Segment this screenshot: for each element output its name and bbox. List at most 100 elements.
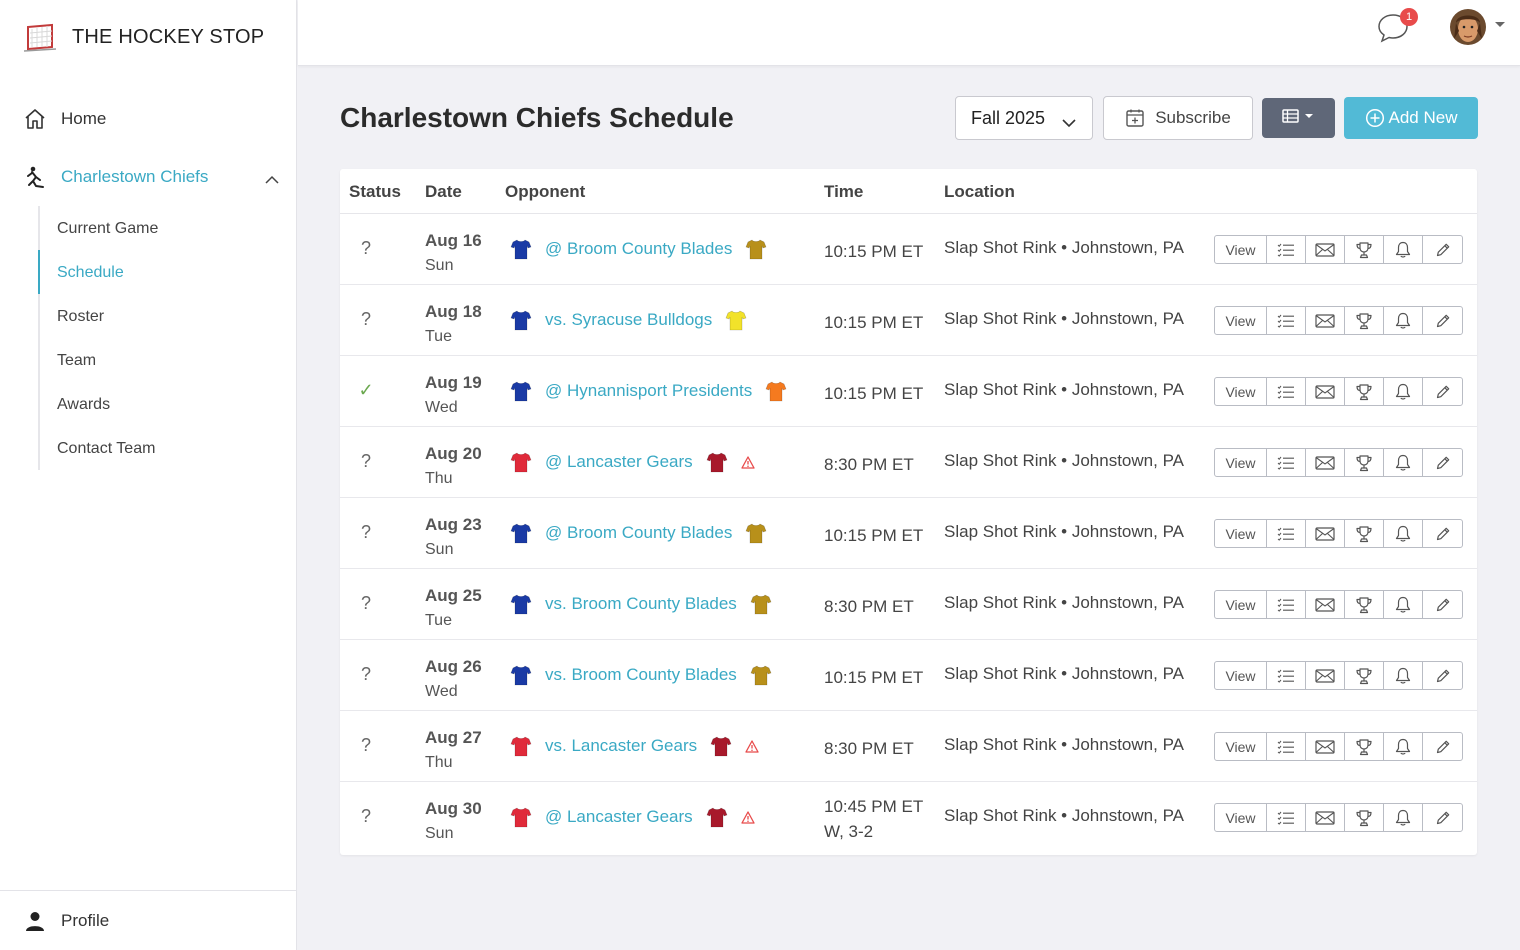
opponent-link[interactable]: @ Broom County Blades	[545, 523, 733, 542]
brand[interactable]: THE HOCKEY STOP	[22, 20, 264, 54]
sidebar-item-current-game[interactable]: Current Game	[57, 220, 159, 237]
sidebar-item-awards[interactable]: Awards	[57, 396, 111, 413]
reminder-button[interactable]	[1384, 591, 1423, 618]
reminder-button[interactable]	[1384, 236, 1423, 263]
view-button[interactable]: View	[1215, 591, 1267, 618]
sidebar-item-schedule[interactable]: Schedule	[57, 264, 124, 281]
subscribe-button[interactable]: Subscribe	[1103, 96, 1253, 140]
opponent-link[interactable]: @ Hynannisport Presidents	[545, 381, 753, 400]
edit-button[interactable]	[1423, 378, 1462, 405]
awards-button[interactable]	[1345, 591, 1384, 618]
edit-button[interactable]	[1423, 307, 1462, 334]
awards-button[interactable]	[1345, 378, 1384, 405]
game-time: 10:15 PM ET	[824, 241, 924, 261]
sidebar-item-team[interactable]: Charlestown Chiefs	[22, 164, 280, 190]
reminder-button[interactable]	[1384, 662, 1423, 689]
reminder-button[interactable]	[1384, 378, 1423, 405]
edit-button[interactable]	[1423, 236, 1462, 263]
edit-button[interactable]	[1423, 662, 1462, 689]
edit-button[interactable]	[1423, 804, 1462, 831]
column-header-opponent[interactable]: Opponent	[505, 182, 586, 201]
reminder-button[interactable]	[1384, 733, 1423, 760]
email-button[interactable]	[1306, 733, 1345, 760]
sidebar-item-roster[interactable]: Roster	[57, 308, 105, 325]
awards-button[interactable]	[1345, 804, 1384, 831]
view-button[interactable]: View	[1215, 449, 1267, 476]
edit-button[interactable]	[1423, 591, 1462, 618]
chat-button[interactable]: 1	[1376, 8, 1418, 44]
account-menu-caret[interactable]	[1495, 22, 1505, 27]
avatar[interactable]	[1450, 9, 1486, 45]
lineup-button[interactable]	[1267, 662, 1306, 689]
email-button[interactable]	[1306, 804, 1345, 831]
lineup-button[interactable]	[1267, 733, 1306, 760]
email-button[interactable]	[1306, 591, 1345, 618]
sidebar-item-contact-team[interactable]: Contact Team	[57, 440, 156, 457]
awards-button[interactable]	[1345, 449, 1384, 476]
add-new-button[interactable]: Add New	[1344, 97, 1478, 139]
reminder-button[interactable]	[1384, 449, 1423, 476]
date-cell: Aug 30 Sun	[425, 796, 482, 846]
reminder-button[interactable]	[1384, 307, 1423, 334]
trophy-icon	[1355, 241, 1373, 259]
email-button[interactable]	[1306, 520, 1345, 547]
lineup-button[interactable]	[1267, 804, 1306, 831]
game-time: 10:15 PM ET	[824, 525, 924, 545]
column-header-status[interactable]: Status	[349, 182, 401, 201]
email-button[interactable]	[1306, 662, 1345, 689]
view-button[interactable]: View	[1215, 520, 1267, 547]
opponent-link[interactable]: @ Lancaster Gears	[545, 452, 693, 471]
view-button[interactable]: View	[1215, 236, 1267, 263]
awards-button[interactable]	[1345, 307, 1384, 334]
lineup-button[interactable]	[1267, 591, 1306, 618]
lineup-button[interactable]	[1267, 449, 1306, 476]
opponent-link[interactable]: @ Broom County Blades	[545, 239, 733, 258]
lineup-button[interactable]	[1267, 520, 1306, 547]
warning-icon[interactable]	[741, 455, 755, 469]
awards-button[interactable]	[1345, 733, 1384, 760]
edit-button[interactable]	[1423, 520, 1462, 547]
trophy-icon	[1355, 312, 1373, 330]
reminder-button[interactable]	[1384, 520, 1423, 547]
season-select[interactable]: Fall 2025	[955, 96, 1093, 140]
warning-icon[interactable]	[745, 739, 759, 753]
game-day: Thu	[425, 470, 453, 487]
view-button[interactable]: View	[1215, 378, 1267, 405]
awards-button[interactable]	[1345, 520, 1384, 547]
opponent-link[interactable]: vs. Broom County Blades	[545, 665, 737, 684]
view-button[interactable]: View	[1215, 662, 1267, 689]
opponent-link[interactable]: vs. Broom County Blades	[545, 594, 737, 613]
game-date: Aug 16	[425, 231, 482, 250]
trophy-icon	[1355, 596, 1373, 614]
email-button[interactable]	[1306, 449, 1345, 476]
edit-button[interactable]	[1423, 733, 1462, 760]
home-jersey-icon	[510, 451, 532, 473]
opponent-link[interactable]: vs. Lancaster Gears	[545, 736, 698, 755]
edit-button[interactable]	[1423, 449, 1462, 476]
sidebar-item-profile[interactable]: Profile	[0, 890, 296, 950]
season-value: Fall 2025	[971, 107, 1046, 128]
email-button[interactable]	[1306, 378, 1345, 405]
location-cell: Slap Shot Rink • Johnstown, PA	[944, 664, 1184, 683]
email-button[interactable]	[1306, 236, 1345, 263]
email-button[interactable]	[1306, 307, 1345, 334]
view-toggle-button[interactable]	[1262, 98, 1335, 138]
column-header-date[interactable]: Date	[425, 182, 462, 201]
awards-button[interactable]	[1345, 236, 1384, 263]
lineup-button[interactable]	[1267, 236, 1306, 263]
view-button[interactable]: View	[1215, 307, 1267, 334]
column-header-location[interactable]: Location	[944, 182, 1015, 201]
awards-button[interactable]	[1345, 662, 1384, 689]
sidebar-item-home[interactable]: Home	[22, 106, 106, 132]
chevron-up-icon[interactable]	[264, 170, 280, 190]
lineup-button[interactable]	[1267, 307, 1306, 334]
view-button[interactable]: View	[1215, 733, 1267, 760]
view-button[interactable]: View	[1215, 804, 1267, 831]
lineup-button[interactable]	[1267, 378, 1306, 405]
reminder-button[interactable]	[1384, 804, 1423, 831]
opponent-link[interactable]: @ Lancaster Gears	[545, 807, 693, 826]
sidebar-item-team-info[interactable]: Team	[57, 352, 97, 369]
warning-icon[interactable]	[741, 810, 755, 824]
column-header-time[interactable]: Time	[824, 182, 864, 201]
opponent-link[interactable]: vs. Syracuse Bulldogs	[545, 310, 713, 329]
